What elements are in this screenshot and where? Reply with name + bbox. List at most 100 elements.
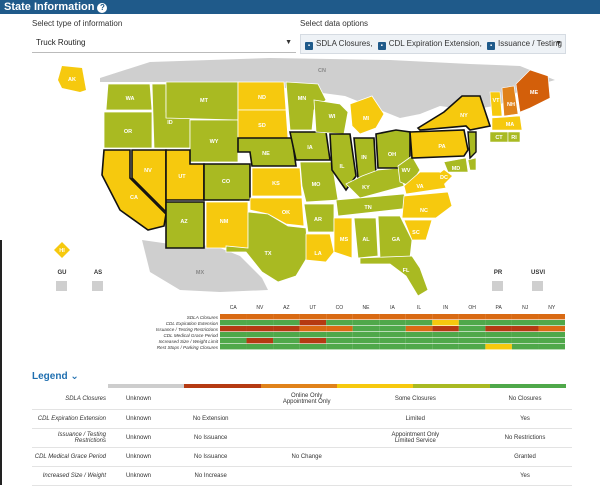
state-tn[interactable] xyxy=(335,193,411,217)
heatmap-cell[interactable] xyxy=(299,320,327,326)
state-tx[interactable] xyxy=(225,211,309,283)
heatmap-cell[interactable] xyxy=(220,326,247,332)
state-az[interactable] xyxy=(165,201,205,249)
state-vt[interactable] xyxy=(489,91,503,117)
territory-pr[interactable] xyxy=(492,281,503,291)
state-ia[interactable] xyxy=(289,131,331,161)
heatmap-cell[interactable] xyxy=(485,344,512,350)
state-ma[interactable] xyxy=(491,115,523,131)
heatmap-cell[interactable] xyxy=(352,344,380,350)
heatmap-cell[interactable] xyxy=(432,326,459,332)
heatmap-cell[interactable] xyxy=(326,326,353,332)
heatmap-cell[interactable] xyxy=(485,320,512,326)
heatmap-cell[interactable] xyxy=(405,338,433,344)
state-ri[interactable] xyxy=(507,131,521,143)
heatmap-cell[interactable] xyxy=(273,320,300,326)
state-mn[interactable] xyxy=(285,81,327,131)
heatmap-cell[interactable] xyxy=(326,344,353,350)
heatmap-cell[interactable] xyxy=(379,326,406,332)
heatmap-cell[interactable] xyxy=(485,338,512,344)
state-md[interactable] xyxy=(443,157,469,173)
heatmap-cell[interactable] xyxy=(511,344,539,350)
heatmap-cell[interactable] xyxy=(458,314,486,320)
question-circle-icon[interactable]: ? xyxy=(97,3,108,13)
heatmap-cell[interactable] xyxy=(299,326,327,332)
heatmap-cell[interactable] xyxy=(299,332,327,338)
heatmap-cell[interactable] xyxy=(511,332,539,338)
heatmap-cell[interactable] xyxy=(485,326,512,332)
heatmap-cell[interactable] xyxy=(379,332,406,338)
state-pa[interactable] xyxy=(409,129,469,159)
heatmap-cell[interactable] xyxy=(246,338,274,344)
heatmap-cell[interactable] xyxy=(432,338,459,344)
heatmap-cell[interactable] xyxy=(220,320,247,326)
heatmap-cell[interactable] xyxy=(379,320,406,326)
state-ms[interactable] xyxy=(333,217,353,259)
heatmap-cell[interactable] xyxy=(405,332,433,338)
state-mo[interactable] xyxy=(299,161,339,203)
heatmap-cell[interactable] xyxy=(458,332,486,338)
state-wa[interactable] xyxy=(105,83,153,111)
state-wy[interactable] xyxy=(189,119,239,163)
heatmap-cell[interactable] xyxy=(220,314,247,320)
heatmap-cell[interactable] xyxy=(326,320,353,326)
heatmap-cell[interactable] xyxy=(379,314,406,320)
data-options-select[interactable]: ▪ SDLA Closures, ▪ CDL Expiration Extensio… xyxy=(300,34,566,54)
heatmap-cell[interactable] xyxy=(432,320,459,326)
heatmap-cell[interactable] xyxy=(352,320,380,326)
heatmap-cell[interactable] xyxy=(538,332,565,338)
heatmap-cell[interactable] xyxy=(246,314,274,320)
heatmap-cell[interactable] xyxy=(246,320,274,326)
heatmap-cell[interactable] xyxy=(405,344,433,350)
state-nh[interactable] xyxy=(501,85,519,117)
heatmap-cell[interactable] xyxy=(299,314,327,320)
state-ok[interactable] xyxy=(249,197,305,227)
territory-usvi[interactable] xyxy=(532,281,543,291)
state-de[interactable] xyxy=(467,157,477,171)
heatmap-cell[interactable] xyxy=(405,314,433,320)
state-nc[interactable] xyxy=(401,191,453,219)
state-ks[interactable] xyxy=(251,167,303,197)
heatmap-cell[interactable] xyxy=(352,332,380,338)
heatmap-cell[interactable] xyxy=(246,332,274,338)
heatmap-cell[interactable] xyxy=(273,314,300,320)
heatmap-cell[interactable] xyxy=(511,326,539,332)
heatmap-cell[interactable] xyxy=(326,332,353,338)
heatmap-cell[interactable] xyxy=(538,314,565,320)
heatmap-cell[interactable] xyxy=(273,338,300,344)
heatmap-cell[interactable] xyxy=(458,320,486,326)
heatmap-cell[interactable] xyxy=(458,344,486,350)
state-ak[interactable] xyxy=(58,66,86,92)
heatmap-cell[interactable] xyxy=(458,326,486,332)
territory-gu[interactable] xyxy=(56,281,67,291)
heatmap-cell[interactable] xyxy=(538,338,565,344)
heatmap-cell[interactable] xyxy=(220,338,247,344)
state-nj[interactable] xyxy=(467,131,477,160)
state-la[interactable] xyxy=(305,233,335,263)
heatmap-cell[interactable] xyxy=(273,326,300,332)
heatmap-cell[interactable] xyxy=(511,314,539,320)
heatmap-cell[interactable] xyxy=(485,314,512,320)
heatmap-cell[interactable] xyxy=(273,332,300,338)
state-sc[interactable] xyxy=(403,219,433,241)
heatmap-cell[interactable] xyxy=(538,326,565,332)
state-dc[interactable] xyxy=(436,170,452,184)
heatmap-cell[interactable] xyxy=(220,332,247,338)
heatmap-cell[interactable] xyxy=(246,326,274,332)
legend-toggle[interactable]: Legend ⌄ xyxy=(32,371,79,382)
state-mi[interactable] xyxy=(349,95,385,135)
heatmap-cell[interactable] xyxy=(538,320,565,326)
state-al[interactable] xyxy=(353,217,379,259)
state-ny[interactable] xyxy=(416,95,492,131)
heatmap-cell[interactable] xyxy=(273,344,300,350)
heatmap-cell[interactable] xyxy=(352,314,380,320)
state-me[interactable] xyxy=(515,69,551,113)
heatmap-cell[interactable] xyxy=(511,338,539,344)
heatmap-cell[interactable] xyxy=(299,344,327,350)
heatmap-cell[interactable] xyxy=(352,338,380,344)
state-fl[interactable] xyxy=(359,255,429,296)
heatmap-cell[interactable] xyxy=(299,338,327,344)
state-wi[interactable] xyxy=(313,99,349,135)
state-ga[interactable] xyxy=(377,215,413,259)
heatmap-cell[interactable] xyxy=(379,344,406,350)
